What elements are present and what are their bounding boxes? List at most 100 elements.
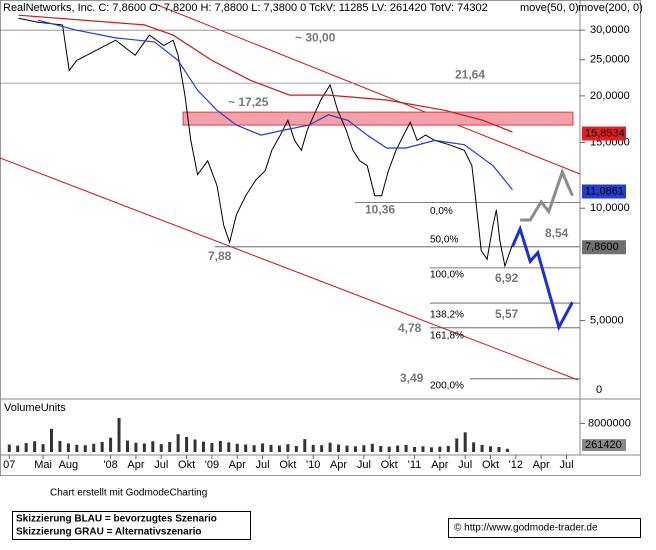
volume-bar	[286, 444, 290, 452]
scenario-path	[520, 167, 574, 222]
x-tick-label: Aug	[59, 459, 79, 471]
volume-bar	[429, 447, 433, 452]
volume-bar	[505, 448, 509, 452]
x-tick-label: Okt	[178, 459, 195, 471]
volume-title: VolumeUnits	[4, 402, 66, 414]
volume-bar	[100, 442, 104, 452]
volume-bar	[413, 447, 417, 452]
x-tick-label: Jul	[357, 459, 371, 471]
volume-bar	[421, 446, 425, 452]
volume-bar	[353, 446, 357, 452]
volume-bar	[303, 439, 307, 452]
zone-label: ~ 17,25	[228, 95, 269, 109]
volume-bar	[404, 444, 408, 452]
footer-url-box	[448, 518, 641, 538]
volume-bar	[252, 445, 256, 452]
trend-lines	[0, 3, 581, 381]
volume-bar	[446, 445, 450, 452]
volume-bar	[58, 440, 62, 452]
volume-bar	[66, 443, 70, 452]
level-label: 4,78	[398, 321, 422, 335]
chart-frame	[0, 0, 641, 476]
fib-label: 0,0%	[430, 206, 453, 217]
x-tick-label: Okt	[482, 459, 499, 471]
x-tick-label: Jul	[154, 459, 168, 471]
moving-average	[18, 14, 513, 133]
volume-bar	[83, 445, 87, 452]
volume-bar	[92, 443, 96, 452]
volume-bar	[201, 441, 205, 452]
fib-label: 138,2%	[430, 310, 464, 321]
volume-bar	[49, 428, 53, 452]
volume-bar	[109, 437, 113, 452]
x-tick-label: Jul	[256, 459, 270, 471]
x-tick-label: Apr	[431, 459, 448, 471]
x-tick-label: Apr	[330, 459, 347, 471]
last-value-label: 7,8600	[585, 241, 619, 253]
legend-entry: move(50, 0)	[520, 2, 579, 14]
header: RealNetworks, Inc. C: 7,8600 O: 7,8200 H…	[3, 2, 488, 14]
trend-line	[154, 3, 581, 175]
volume-bar	[117, 418, 121, 452]
level-label: 7,88	[208, 249, 232, 263]
volume-bar	[497, 447, 501, 452]
x-tick-label: 07	[3, 459, 15, 471]
fib-label: 161,8%	[430, 330, 464, 341]
y-tick-label: 30,0000	[590, 24, 630, 36]
x-tick-label: '09	[205, 459, 219, 471]
volume-bar	[337, 444, 341, 452]
last-value-label: 15,8534	[585, 127, 625, 139]
y-tick-label: 0	[596, 384, 602, 396]
x-tick-label: Jul	[559, 459, 573, 471]
volume-bar	[438, 446, 442, 452]
last-value-box	[582, 126, 626, 141]
volume-bar	[455, 438, 459, 452]
volume-bar	[75, 444, 79, 452]
x-tick-label: '12	[509, 459, 523, 471]
level-label: ~ 30,00	[295, 30, 336, 44]
volume-bar	[176, 434, 180, 452]
volume-bar	[489, 446, 493, 452]
volume-bar	[370, 443, 374, 452]
volume-bar	[294, 445, 298, 452]
x-tick-label: Apr	[533, 459, 550, 471]
footer-credit: Chart erstellt mit GodmodeCharting	[50, 488, 207, 499]
volume-bar	[235, 443, 239, 452]
level-label: 3,49	[400, 371, 424, 385]
volume-last-label: 261420	[585, 439, 622, 451]
footer-legend-box	[12, 511, 251, 540]
volume-bar	[210, 443, 214, 452]
x-tick-label: '11	[408, 459, 422, 471]
volume-bar	[218, 440, 222, 452]
y-tick-label: 10,0000	[590, 202, 630, 214]
target-label: 8,54	[545, 226, 569, 240]
volume-bar	[134, 442, 138, 452]
resistance-zone	[182, 111, 574, 126]
volume-bar	[168, 442, 172, 452]
last-value-box	[582, 240, 626, 255]
x-tick-label: Mai	[34, 459, 52, 471]
x-tick-label: '08	[103, 459, 117, 471]
footer-url: © http://www.godmode-trader.de	[454, 523, 598, 534]
volume-bar	[328, 442, 332, 452]
volume-bar	[379, 445, 383, 452]
volume-bar	[16, 445, 20, 452]
fib-label: 200,0%	[430, 380, 464, 391]
scenario-path	[511, 224, 574, 332]
y-tick-label: 20,0000	[590, 90, 630, 102]
volume-bar	[125, 440, 129, 452]
volume-bar	[185, 437, 189, 452]
volume-bar	[320, 445, 324, 452]
volume-bar	[311, 444, 315, 452]
volume-bar	[362, 445, 366, 452]
level-label: 5,57	[495, 307, 519, 321]
volume-bar	[159, 444, 163, 452]
volume-bar	[24, 443, 28, 452]
volume-tick-label: 8000000	[588, 417, 631, 429]
volume-bar	[345, 445, 349, 452]
volume-bar	[261, 443, 265, 452]
volume-last-box	[582, 439, 626, 452]
y-tick-label: 25,0000	[590, 54, 630, 66]
volume-bar	[33, 441, 37, 452]
